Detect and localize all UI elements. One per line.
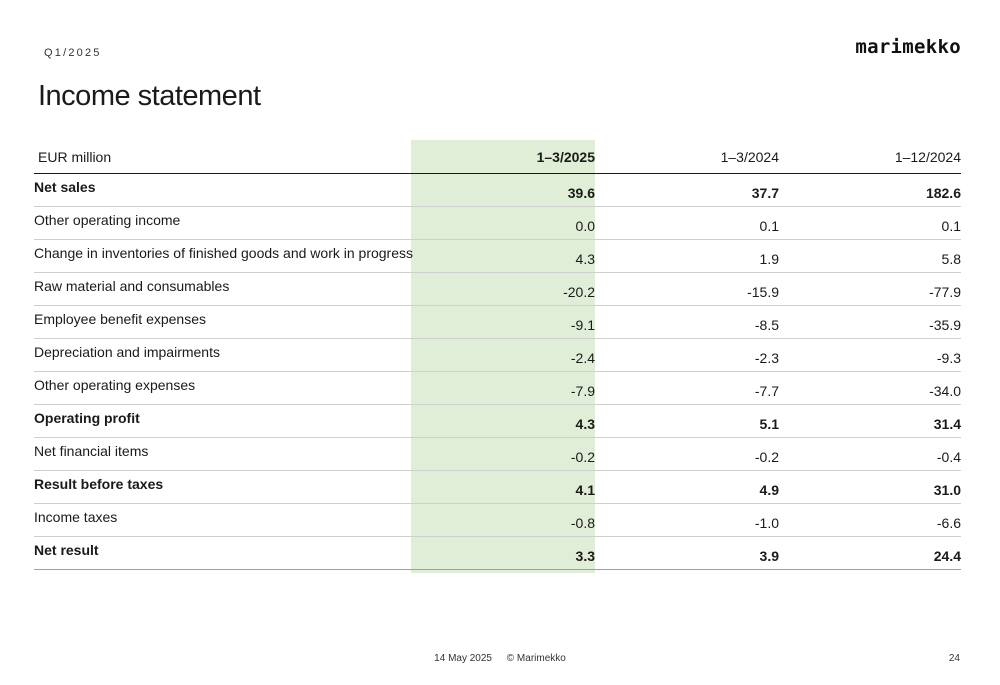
row-value: -0.8 (411, 506, 595, 540)
row-value: -9.1 (411, 308, 595, 342)
table-row: Depreciation and impairments -2.4 -2.3 -9.3 (34, 335, 961, 375)
row-value: 5.8 (779, 242, 961, 276)
row-value: -77.9 (779, 275, 961, 309)
row-label: Operating profit (34, 401, 411, 435)
row-value: -0.4 (779, 440, 961, 474)
table-header-row: EUR million 1–3/2025 1–3/2024 1–12/2024 (34, 140, 961, 174)
row-value: -6.6 (779, 506, 961, 540)
row-label: Net financial items (34, 434, 411, 468)
row-value: -20.2 (411, 275, 595, 309)
row-value: -7.9 (411, 374, 595, 408)
row-label: Result before taxes (34, 467, 411, 501)
table-body: Net sales 39.6 37.7 182.6 Other operating in… (34, 170, 961, 573)
row-value: -2.3 (595, 341, 779, 375)
income-statement-table: EUR million 1–3/2025 1–3/2024 1–12/2024 … (34, 140, 961, 573)
footer: 14 May 2025 © Marimekko (0, 653, 1000, 664)
table-row: Raw material and consumables -20.2 -15.9 -7… (34, 269, 961, 309)
column-header-fy-2024: 1–12/2024 (779, 140, 961, 174)
row-value: 4.9 (595, 473, 779, 507)
table-row: Income taxes -0.8 -1.0 -6.6 (34, 500, 961, 540)
row-value: -34.0 (779, 374, 961, 408)
row-value: 24.4 (779, 539, 961, 573)
table-row: Other operating expenses -7.9 -7.7 -34.0 (34, 368, 961, 408)
row-value: -0.2 (595, 440, 779, 474)
row-label: Net sales (34, 170, 411, 204)
row-value: 31.4 (779, 407, 961, 441)
footer-date: 14 May 2025 (434, 653, 492, 664)
row-value: 3.3 (411, 539, 595, 573)
row-label: Raw material and consumables (34, 269, 411, 303)
row-label: Income taxes (34, 500, 411, 534)
row-value: 37.7 (595, 176, 779, 210)
row-value: 0.1 (595, 209, 779, 243)
table-row: Net sales 39.6 37.7 182.6 (34, 170, 961, 210)
table-row: Employee benefit expenses -9.1 -8.5 -35.9 (34, 302, 961, 342)
column-header-q1-2024: 1–3/2024 (595, 140, 779, 174)
row-value: 31.0 (779, 473, 961, 507)
report-period: Q1/2025 (44, 47, 102, 59)
marimekko-logo: marimekko (855, 36, 961, 58)
row-value: -9.3 (779, 341, 961, 375)
table-row: Net financial items -0.2 -0.2 -0.4 (34, 434, 961, 474)
row-value: 39.6 (411, 176, 595, 210)
row-value: -8.5 (595, 308, 779, 342)
table-row: Operating profit 4.3 5.1 31.4 (34, 401, 961, 441)
row-label: Change in inventories of finished goods … (34, 236, 413, 270)
row-label: Other operating income (34, 203, 411, 237)
column-header-q1-2025: 1–3/2025 (411, 140, 595, 174)
row-value: -15.9 (595, 275, 779, 309)
row-label: Depreciation and impairments (34, 335, 411, 369)
row-value: -7.7 (595, 374, 779, 408)
row-value: -35.9 (779, 308, 961, 342)
footer-copyright: © Marimekko (506, 653, 566, 664)
row-label: Other operating expenses (34, 368, 411, 402)
page-number: 24 (948, 653, 960, 664)
table-row: Net result 3.3 3.9 24.4 (34, 533, 961, 573)
row-value: 4.3 (411, 242, 595, 276)
row-value: 0.0 (411, 209, 595, 243)
row-value: 182.6 (779, 176, 961, 210)
row-value: 4.1 (411, 473, 595, 507)
column-header-unit: EUR million (34, 140, 411, 174)
row-value: 3.9 (595, 539, 779, 573)
row-label: Employee benefit expenses (34, 302, 411, 336)
row-value: -2.4 (411, 341, 595, 375)
page-title: Income statement (38, 80, 261, 112)
row-value: 4.3 (411, 407, 595, 441)
row-label: Net result (34, 533, 411, 567)
row-value: 0.1 (779, 209, 961, 243)
row-value: 1.9 (595, 242, 779, 276)
row-value: -0.2 (411, 440, 595, 474)
table-row: Change in inventories of finished goods … (34, 236, 961, 276)
table-row: Other operating income 0.0 0.1 0.1 (34, 203, 961, 243)
row-value: -1.0 (595, 506, 779, 540)
table-row: Result before taxes 4.1 4.9 31.0 (34, 467, 961, 507)
row-value: 5.1 (595, 407, 779, 441)
